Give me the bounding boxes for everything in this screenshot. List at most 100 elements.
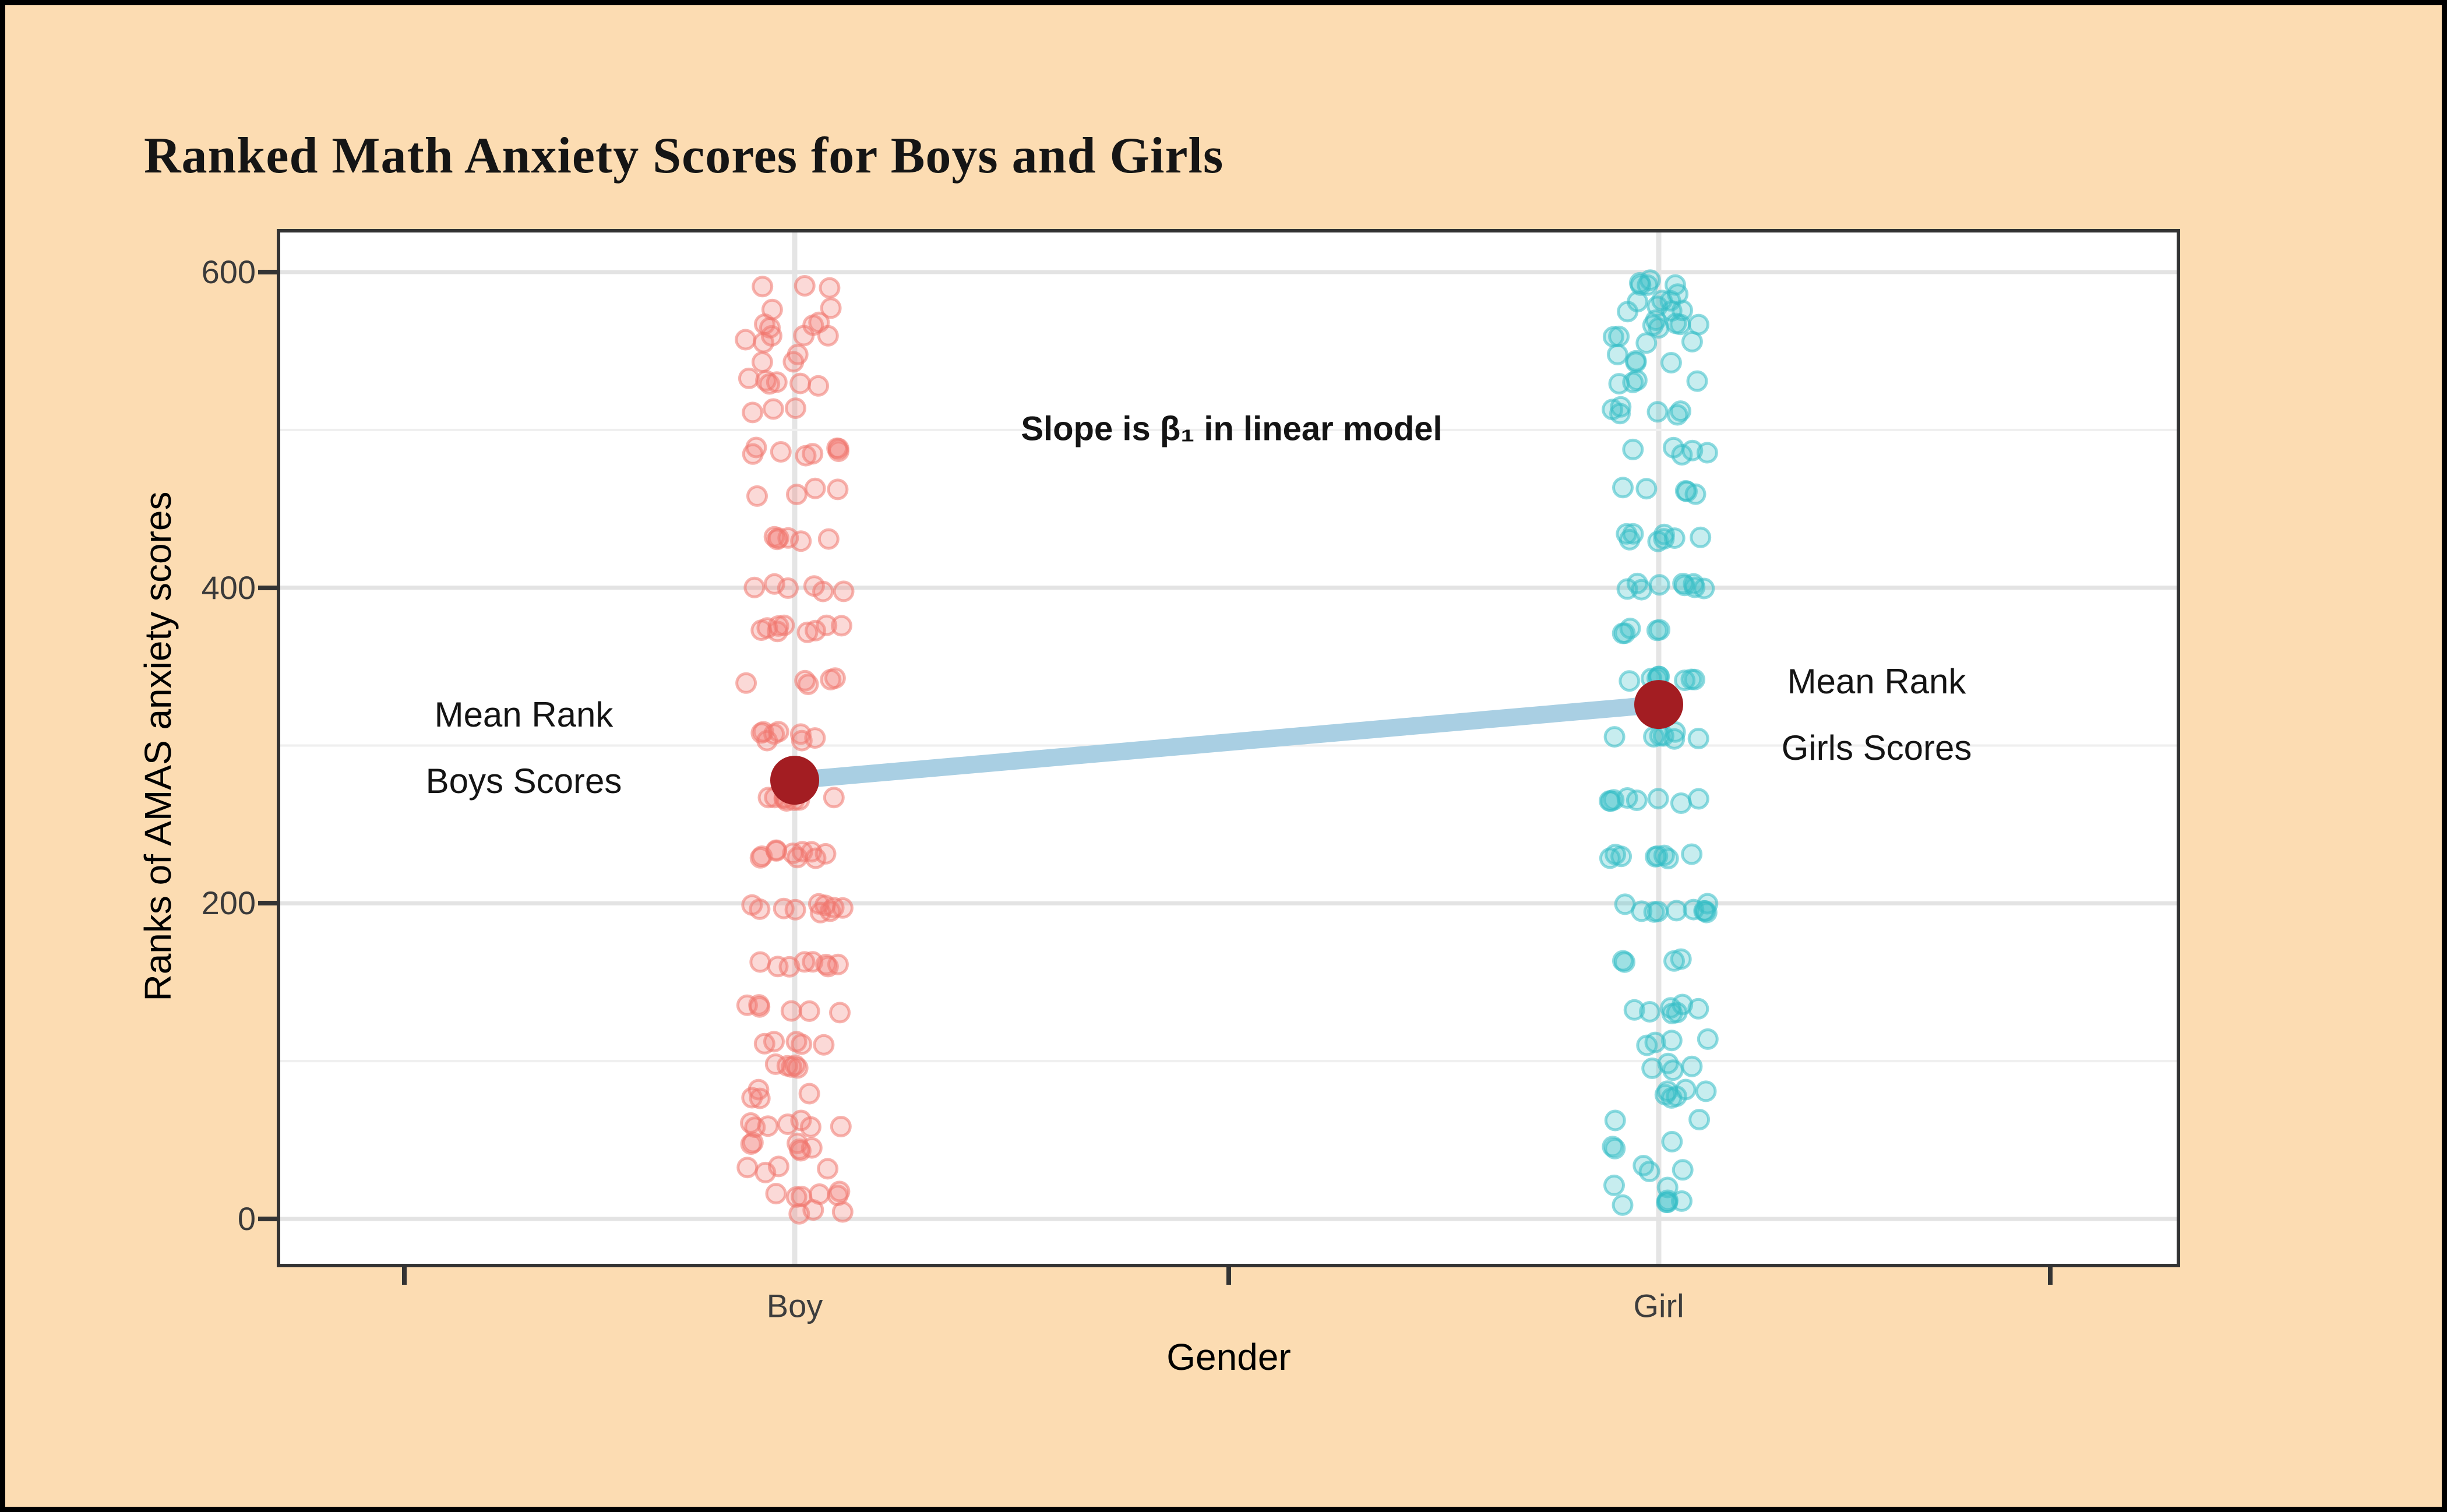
data-point-girl (1603, 726, 1626, 748)
data-point-boy (741, 894, 763, 916)
data-point-boy (767, 956, 789, 978)
data-point-boy (780, 1000, 802, 1022)
data-point-boy (789, 1140, 812, 1162)
data-point-girl (1671, 444, 1693, 466)
y-tick-label-600: 600 (201, 253, 256, 290)
y-tick-mark-0 (258, 1217, 277, 1221)
y-tick-mark-600 (258, 270, 277, 274)
data-point-girl (1669, 313, 1691, 336)
data-point-girl (1614, 622, 1636, 644)
data-point-boy (736, 1157, 759, 1179)
data-point-boy (788, 1203, 810, 1225)
data-point-boy (786, 484, 808, 506)
y-tick-label-400: 400 (201, 569, 256, 606)
data-point-girl (1604, 1109, 1626, 1132)
data-point-boy (827, 438, 849, 460)
data-point-girl (1666, 1002, 1688, 1024)
data-point-girl (1695, 1080, 1717, 1102)
data-point-girl (1612, 950, 1634, 972)
data-point-boy (741, 1087, 763, 1109)
data-point-girl (1603, 789, 1625, 811)
data-point-girl (1670, 792, 1692, 814)
data-point-boy (812, 580, 834, 602)
data-point-boy (751, 351, 773, 373)
data-point-girl (1681, 1055, 1703, 1077)
data-point-boy (755, 369, 777, 392)
y-tick-label-0: 0 (237, 1200, 256, 1237)
data-point-girl (1644, 1031, 1666, 1053)
data-point-boy (831, 897, 854, 919)
data-point-girl (1612, 1194, 1634, 1216)
data-point-boy (754, 1161, 777, 1183)
x-label-girl: Girl (1633, 1287, 1684, 1324)
data-point-girl (1604, 1137, 1626, 1159)
data-point-boy (817, 1158, 839, 1180)
x-tick-mark-1 (1226, 1267, 1231, 1285)
data-point-boy (748, 994, 770, 1016)
data-point-boy (784, 898, 806, 921)
data-point-boy (789, 372, 812, 394)
data-point-girl (1666, 404, 1688, 426)
data-point-boy (784, 397, 806, 420)
data-point-boy (740, 1112, 762, 1134)
data-point-boy (750, 722, 773, 744)
data-point-boy (789, 723, 812, 745)
data-point-boy (763, 573, 785, 595)
data-point-boy (770, 441, 792, 463)
data-point-boy (757, 1115, 779, 1137)
data-point-girl (1639, 1001, 1661, 1023)
y-tick-mark-400 (258, 586, 277, 590)
data-point-boy (749, 847, 771, 869)
y-axis-title: Ranks of AMAS anxiety scores (137, 491, 179, 1002)
data-point-girl (1687, 998, 1709, 1020)
mean-rank-boys-label: Mean Rank Boys Scores (425, 695, 622, 801)
data-point-girl (1660, 1030, 1683, 1052)
data-point-girl (1672, 1159, 1694, 1181)
data-point-boy (764, 1053, 787, 1075)
data-point-boy (809, 901, 831, 924)
data-point-girl (1617, 301, 1639, 323)
data-point-boy (820, 297, 842, 319)
data-point-girl (1688, 1109, 1711, 1130)
data-point-girl (1671, 1190, 1693, 1212)
data-point-boy (743, 576, 766, 598)
data-point-girl (1622, 438, 1644, 460)
data-point-girl (1653, 523, 1675, 545)
data-point-boy (798, 1000, 820, 1022)
data-point-boy (802, 951, 824, 973)
data-point-girl (1646, 845, 1669, 867)
data-point-boy (827, 953, 849, 975)
plot-area-svg (280, 232, 2177, 1264)
data-point-girl (1616, 578, 1638, 600)
data-point-girl (1635, 478, 1658, 500)
data-point-boy (735, 329, 757, 351)
data-point-boy (824, 667, 846, 689)
data-point-girl (1642, 314, 1664, 336)
data-point-boy (829, 1002, 851, 1024)
data-point-boy (817, 325, 839, 347)
data-point-boy (782, 351, 805, 373)
data-point-boy (794, 275, 816, 297)
mean-point-boy (770, 756, 819, 805)
data-point-girl (1687, 788, 1709, 810)
data-point-girl (1666, 900, 1687, 922)
data-point-boy (765, 1183, 787, 1205)
data-point-girl (1643, 901, 1665, 923)
data-point-girl (1661, 1130, 1683, 1152)
data-point-girl (1622, 523, 1644, 545)
data-point-boy (746, 485, 768, 507)
data-point-boy (833, 580, 855, 602)
mean-slope-line (794, 696, 1660, 790)
mean-rank-girls-label: Mean Rank Girls Scores (1781, 662, 1972, 767)
data-point-boy (749, 1087, 771, 1109)
x-axis-title: Gender (1166, 1336, 1291, 1378)
data-point-boy (816, 614, 838, 636)
data-point-boy (804, 477, 826, 499)
data-point-boy (763, 526, 785, 548)
data-point-girl (1681, 843, 1703, 865)
data-point-boy (808, 375, 830, 397)
data-point-boy (753, 332, 775, 354)
data-point-girl (1639, 269, 1661, 291)
plot-panel: Slope is β₁ in linear model Mean Rank Bo… (277, 229, 2180, 1267)
